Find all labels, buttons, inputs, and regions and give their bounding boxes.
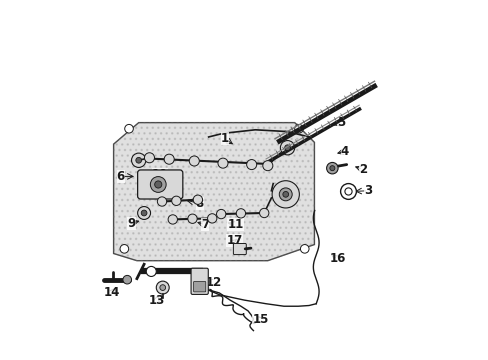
Circle shape (137, 207, 150, 220)
Circle shape (236, 209, 245, 218)
Circle shape (294, 125, 303, 133)
Circle shape (300, 244, 308, 253)
Circle shape (136, 157, 142, 163)
Text: 5: 5 (337, 116, 345, 129)
Circle shape (284, 145, 290, 150)
Circle shape (340, 184, 356, 199)
Text: 10: 10 (152, 168, 168, 181)
Circle shape (164, 154, 174, 164)
Circle shape (280, 140, 294, 155)
Text: 7: 7 (201, 218, 209, 231)
Text: 9: 9 (127, 216, 135, 230)
Circle shape (271, 181, 299, 208)
Circle shape (124, 125, 133, 133)
Circle shape (326, 162, 337, 174)
Circle shape (150, 177, 166, 192)
Circle shape (146, 266, 156, 276)
FancyBboxPatch shape (191, 268, 208, 294)
Circle shape (329, 166, 334, 171)
Text: 12: 12 (205, 276, 222, 289)
Text: 4: 4 (340, 145, 348, 158)
Text: 3: 3 (364, 184, 371, 197)
Circle shape (157, 197, 166, 206)
Circle shape (218, 158, 227, 168)
Text: 2: 2 (358, 163, 366, 176)
Circle shape (259, 208, 268, 218)
Text: 8: 8 (195, 197, 203, 210)
Circle shape (171, 196, 181, 206)
Text: 13: 13 (148, 294, 164, 307)
Circle shape (282, 192, 288, 197)
Circle shape (168, 215, 177, 224)
Text: 14: 14 (103, 287, 120, 300)
FancyBboxPatch shape (137, 170, 183, 199)
Polygon shape (113, 123, 314, 261)
Circle shape (189, 156, 199, 166)
Circle shape (131, 153, 145, 167)
Text: 17: 17 (226, 234, 242, 247)
Circle shape (193, 195, 202, 204)
Circle shape (141, 210, 147, 216)
Circle shape (160, 285, 165, 291)
Text: 1: 1 (220, 132, 228, 145)
Circle shape (262, 161, 272, 171)
Text: 16: 16 (329, 252, 345, 265)
Circle shape (187, 214, 197, 224)
FancyBboxPatch shape (193, 282, 205, 292)
FancyBboxPatch shape (233, 243, 246, 255)
Text: 6: 6 (117, 170, 124, 183)
Circle shape (120, 244, 128, 253)
Circle shape (122, 275, 131, 284)
Circle shape (207, 214, 217, 223)
Text: 15: 15 (252, 313, 268, 327)
Circle shape (216, 210, 225, 219)
Circle shape (246, 159, 256, 170)
Circle shape (144, 153, 154, 163)
Circle shape (154, 181, 162, 188)
Circle shape (156, 281, 169, 294)
Circle shape (279, 188, 292, 201)
Circle shape (344, 188, 351, 195)
Text: 11: 11 (227, 218, 243, 231)
